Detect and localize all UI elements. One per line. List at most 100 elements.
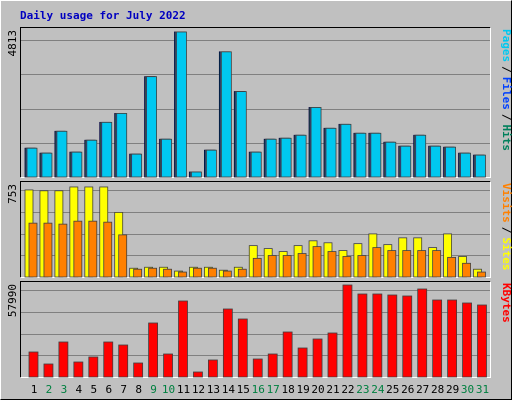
- bar: [402, 295, 413, 378]
- bar: [372, 293, 383, 378]
- bar: [310, 107, 322, 178]
- bar: [56, 130, 68, 178]
- bar: [252, 358, 263, 378]
- x-tick-label: 26: [401, 383, 414, 396]
- bar: [220, 51, 232, 178]
- chart-title: Daily usage for July 2022: [20, 9, 186, 22]
- legend-entry: Visits: [500, 183, 512, 223]
- bar: [26, 147, 38, 178]
- x-tick-label: 8: [135, 383, 142, 396]
- x-tick-label: 7: [120, 383, 127, 396]
- legend-entry: Hits: [500, 125, 512, 152]
- bar: [327, 332, 338, 378]
- bar: [193, 267, 202, 278]
- bar: [417, 250, 427, 278]
- bar: [118, 234, 128, 278]
- legend-entry: KBytes: [500, 283, 512, 323]
- x-tick-label: 13: [207, 383, 220, 396]
- legend-separator: /: [500, 66, 512, 73]
- bar: [282, 255, 292, 278]
- bar: [400, 145, 412, 178]
- bar: [432, 250, 442, 278]
- bar: [116, 113, 128, 178]
- bar: [235, 91, 247, 178]
- bar: [312, 338, 323, 378]
- bar: [387, 250, 397, 278]
- panel-edge-dark: [20, 281, 491, 378]
- x-tick-label: 17: [267, 383, 280, 396]
- bar: [267, 353, 278, 378]
- panel-edge-light: [20, 27, 491, 178]
- bar: [447, 299, 458, 378]
- bar: [43, 222, 53, 278]
- bar: [430, 145, 442, 178]
- bar: [325, 127, 337, 178]
- bar: [148, 267, 158, 278]
- bar: [73, 220, 83, 278]
- bar: [387, 294, 398, 378]
- bar: [297, 253, 307, 278]
- bar: [357, 255, 367, 278]
- x-tick-label: 29: [446, 383, 459, 396]
- bar: [402, 250, 412, 278]
- x-tick-label: 11: [177, 383, 190, 396]
- bar: [103, 221, 113, 278]
- bar: [131, 153, 143, 178]
- x-tick-label: 16: [252, 383, 265, 396]
- panel-edge-dark: [20, 27, 491, 178]
- bar: [178, 271, 187, 278]
- legend: Pages / Files / Hits: [500, 29, 512, 151]
- bar: [282, 331, 293, 378]
- bar: [133, 268, 143, 278]
- bar: [267, 255, 277, 278]
- bar: [237, 318, 248, 378]
- bar: [432, 299, 443, 378]
- bar: [477, 271, 486, 278]
- x-tick-label: 27: [416, 383, 429, 396]
- bar: [191, 171, 202, 178]
- bar: [355, 132, 367, 178]
- bar: [357, 293, 368, 378]
- x-tick-label: 20: [311, 383, 324, 396]
- bar: [327, 251, 337, 278]
- x-tick-label: 12: [192, 383, 205, 396]
- legend-entry: Pages: [500, 29, 512, 62]
- x-tick-label: 30: [461, 383, 474, 396]
- bar: [415, 134, 427, 178]
- bar: [372, 247, 382, 278]
- x-tick-label: 31: [476, 383, 489, 396]
- bar: [370, 132, 382, 178]
- bar: [101, 121, 113, 178]
- bar: [86, 139, 98, 178]
- legend-separator: /: [500, 114, 512, 121]
- bar: [193, 371, 203, 378]
- bar: [73, 361, 84, 378]
- bar: [312, 246, 322, 278]
- bar: [340, 123, 352, 178]
- x-tick-label: 3: [61, 383, 68, 396]
- y-tick-label: 753: [6, 184, 19, 204]
- bar: [460, 152, 471, 178]
- bar: [462, 302, 472, 378]
- bar: [163, 268, 172, 278]
- bar: [417, 288, 428, 378]
- bar: [205, 149, 217, 178]
- x-tick-label: 25: [386, 383, 399, 396]
- bar: [58, 223, 68, 278]
- legend: Visits / Sites: [500, 183, 512, 271]
- y-tick-label: 57990: [6, 284, 19, 317]
- x-tick-label: 9: [150, 383, 157, 396]
- x-tick-label: 14: [222, 383, 236, 396]
- bar: [163, 353, 173, 378]
- bar: [477, 304, 487, 378]
- bar: [28, 222, 38, 278]
- bar: [58, 341, 69, 378]
- x-tick-label: 6: [105, 383, 112, 396]
- x-tick-label: 1: [31, 383, 38, 396]
- x-tick-label: 19: [296, 383, 309, 396]
- bar: [222, 308, 233, 378]
- x-tick-label: 23: [356, 383, 369, 396]
- legend-entry: Files: [500, 77, 512, 110]
- bar: [88, 356, 99, 378]
- bar: [178, 300, 188, 378]
